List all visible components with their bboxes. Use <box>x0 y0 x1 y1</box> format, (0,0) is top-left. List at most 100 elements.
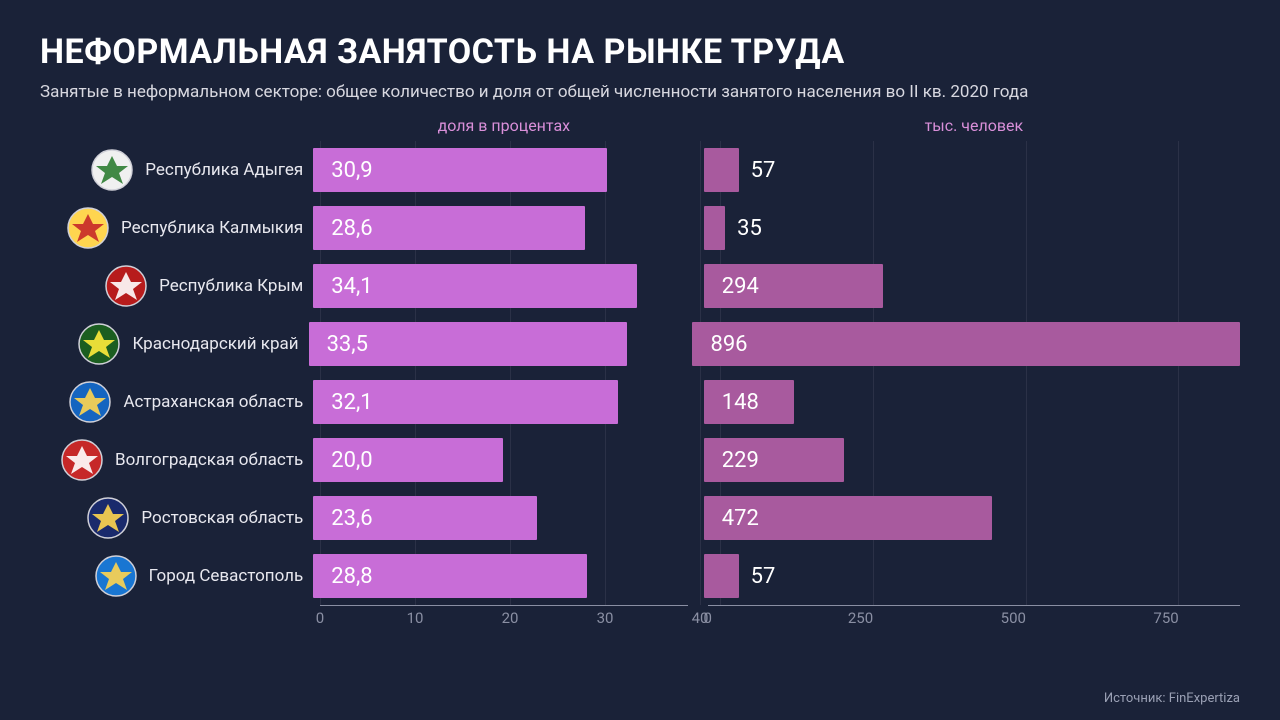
axis-tick: 750 <box>1153 609 1178 627</box>
pct-bar: 20,0 <box>313 438 503 482</box>
right-chart-header: тыс. человек <box>708 116 1240 135</box>
region-cell: Волгоградская область <box>40 439 313 481</box>
page-subtitle: Занятые в неформальном секторе: общее ко… <box>40 82 1240 102</box>
left-bar-cell: 28,6 <box>313 199 684 257</box>
thousands-bar: 896 <box>692 322 1240 366</box>
region-cell: Город Севастополь <box>40 555 313 597</box>
gridline <box>1026 141 1027 605</box>
right-bar-cell: 148 <box>704 373 1240 431</box>
region-cell: Краснодарский край <box>40 323 309 365</box>
thousands-value: 472 <box>722 506 759 531</box>
region-cell: Республика Крым <box>40 265 313 307</box>
region-cell: Астраханская область <box>40 381 313 423</box>
region-cell: Республика Калмыкия <box>40 207 313 249</box>
data-row: Город Севастополь 28,8 57 <box>40 547 1240 605</box>
axis-tick: 30 <box>597 609 614 627</box>
data-row: Республика Крым 34,1 294 <box>40 257 1240 315</box>
right-bar-cell: 57 <box>704 141 1240 199</box>
region-emblem-icon <box>78 323 120 365</box>
pct-value: 23,6 <box>331 506 372 531</box>
thousands-value: 896 <box>710 332 747 357</box>
pct-bar: 28,8 <box>313 554 587 598</box>
thousands-value: 57 <box>751 158 776 183</box>
pct-value: 28,6 <box>331 216 372 241</box>
axis-tick: 0 <box>316 609 324 627</box>
right-bar-cell: 229 <box>704 431 1240 489</box>
region-emblem-icon <box>91 149 133 191</box>
thousands-value: 148 <box>722 390 759 415</box>
thousands-value: 35 <box>737 216 762 241</box>
region-name: Ростовская область <box>141 508 303 528</box>
region-cell: Ростовская область <box>40 497 313 539</box>
pct-value: 20,0 <box>331 448 372 473</box>
thousands-bar: 35 <box>704 206 725 250</box>
right-bar-cell: 472 <box>704 489 1240 547</box>
left-bar-cell: 34,1 <box>313 257 684 315</box>
thousands-bar: 472 <box>704 496 992 540</box>
region-name: Республика Крым <box>159 276 303 296</box>
left-bar-cell: 32,1 <box>313 373 684 431</box>
chart-body: Республика Адыгея 30,9 57 Республика Калмык… <box>40 141 1240 605</box>
region-name: Волгоградская область <box>115 450 303 470</box>
pct-value: 34,1 <box>331 274 372 299</box>
data-row: Краснодарский край 33,5 896 <box>40 315 1240 373</box>
pct-value: 28,8 <box>331 564 372 589</box>
region-name: Республика Адыгея <box>145 160 303 180</box>
pct-bar: 33,5 <box>309 322 627 366</box>
left-chart-header: доля в процентах <box>320 116 688 135</box>
region-emblem-icon <box>61 439 103 481</box>
data-row: Волгоградская область 20,0 229 <box>40 431 1240 489</box>
gridline <box>605 141 606 605</box>
left-bar-cell: 23,6 <box>313 489 684 547</box>
pct-bar: 23,6 <box>313 496 537 540</box>
axis-line <box>320 605 688 606</box>
rows-container: Республика Адыгея 30,9 57 Республика Калмык… <box>40 141 1240 605</box>
axis-right: 0250500750 <box>708 605 1240 629</box>
thousands-bar: 57 <box>704 554 739 598</box>
thousands-bar: 294 <box>704 264 884 308</box>
pct-bar: 32,1 <box>313 380 618 424</box>
right-bar-cell: 35 <box>704 199 1240 257</box>
left-bar-cell: 30,9 <box>313 141 684 199</box>
data-row: Ростовская область 23,6 472 <box>40 489 1240 547</box>
axis-tick: 10 <box>407 609 424 627</box>
axis-tick: 20 <box>502 609 519 627</box>
axis-tick: 0 <box>704 609 712 627</box>
pct-value: 32,1 <box>331 390 372 415</box>
column-headers: доля в процентах тыс. человек <box>320 116 1240 135</box>
region-name: Город Севастополь <box>149 566 304 586</box>
thousands-value: 229 <box>722 448 759 473</box>
right-bar-cell: 294 <box>704 257 1240 315</box>
data-row: Республика Адыгея 30,9 57 <box>40 141 1240 199</box>
region-emblem-icon <box>67 207 109 249</box>
region-emblem-icon <box>87 497 129 539</box>
region-cell: Республика Адыгея <box>40 149 313 191</box>
region-name: Астраханская область <box>123 392 303 412</box>
pct-value: 33,5 <box>327 332 368 357</box>
axis-tick: 500 <box>1001 609 1026 627</box>
thousands-bar: 57 <box>704 148 739 192</box>
left-bar-cell: 28,8 <box>313 547 684 605</box>
pct-bar: 34,1 <box>313 264 637 308</box>
pct-bar: 30,9 <box>313 148 607 192</box>
pct-value: 30,9 <box>331 158 372 183</box>
region-emblem-icon <box>95 555 137 597</box>
infographic-page: НЕФОРМАЛЬНАЯ ЗАНЯТОСТЬ НА РЫНКЕ ТРУДА За… <box>0 0 1280 720</box>
left-bar-cell: 20,0 <box>313 431 684 489</box>
right-bar-cell: 896 <box>692 315 1240 373</box>
thousands-bar: 229 <box>704 438 844 482</box>
axis-line <box>708 605 1240 606</box>
data-row: Астраханская область 32,1 148 <box>40 373 1240 431</box>
gridline <box>1178 141 1179 605</box>
data-row: Республика Калмыкия 28,6 35 <box>40 199 1240 257</box>
gridline <box>700 141 701 605</box>
thousands-value: 57 <box>751 564 776 589</box>
region-emblem-icon <box>105 265 147 307</box>
thousands-value: 294 <box>722 274 759 299</box>
axes-row: 010203040 0250500750 <box>320 605 1240 629</box>
region-name: Краснодарский край <box>132 334 298 354</box>
pct-bar: 28,6 <box>313 206 585 250</box>
page-title: НЕФОРМАЛЬНАЯ ЗАНЯТОСТЬ НА РЫНКЕ ТРУДА <box>40 32 1240 72</box>
source-label: Источник: FinExpertiza <box>1104 691 1240 706</box>
region-emblem-icon <box>69 381 111 423</box>
